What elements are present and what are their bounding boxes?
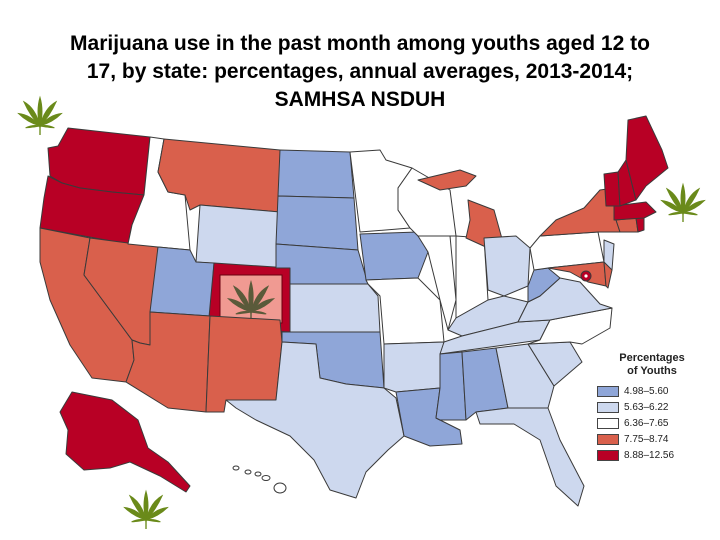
- legend-row: 7.75–8.74: [597, 431, 707, 447]
- legend-row: 8.88–12.56: [597, 447, 707, 463]
- legend: Percentages of Youths 4.98–5.60 5.63–6.22…: [597, 352, 707, 463]
- state-vermont: [603, 171, 621, 207]
- state-wyoming: [195, 204, 281, 269]
- state-alaska: [59, 391, 191, 493]
- dc-marker-center: [584, 274, 588, 278]
- cannabis-leaf-icon: [660, 183, 706, 223]
- legend-swatch: [597, 433, 619, 445]
- state-ohio: [483, 235, 531, 297]
- state-massachusetts: [613, 201, 657, 221]
- legend-label: 5.63–6.22: [624, 401, 669, 413]
- state-maine: [625, 115, 669, 201]
- title-line-2: 17, by state: percentages, annual averag…: [86, 60, 634, 83]
- legend-swatch: [597, 401, 619, 413]
- legend-label: 7.75–8.74: [624, 433, 669, 445]
- legend-title-line-2: of Youths: [627, 365, 677, 377]
- legend-row: 5.63–6.22: [597, 399, 707, 415]
- state-new-mexico: [205, 315, 283, 413]
- state-rhode-island: [635, 217, 645, 233]
- map-title: Marijuana use in the past month among yo…: [20, 30, 700, 114]
- state-iowa: [359, 231, 429, 281]
- state-delaware: [603, 261, 613, 289]
- state-wisconsin: [397, 167, 457, 237]
- legend-label: 6.36–7.65: [624, 417, 669, 429]
- legend-row: 6.36–7.65: [597, 415, 707, 431]
- title-line-1: Marijuana use in the past month among yo…: [70, 32, 650, 55]
- state-kansas: [289, 283, 381, 333]
- legend-title: Percentages of Youths: [597, 352, 707, 378]
- state-south-dakota: [275, 195, 359, 251]
- legend-row: 4.98–5.60: [597, 383, 707, 399]
- state-north-dakota: [277, 149, 355, 199]
- legend-swatch: [597, 417, 619, 429]
- state-georgia: [495, 343, 555, 409]
- legend-swatch: [597, 449, 619, 461]
- legend-title-line-1: Percentages: [619, 352, 685, 364]
- state-florida: [475, 407, 585, 507]
- title-line-3: SAMHSA NSDUH: [274, 88, 446, 111]
- state-nebraska: [275, 243, 369, 285]
- legend-label: 4.98–5.60: [624, 385, 669, 397]
- state-hawaii: [232, 465, 287, 494]
- cannabis-leaf-icon: [17, 96, 63, 136]
- state-arkansas: [383, 341, 445, 393]
- state-texas: [225, 341, 405, 499]
- state-mississippi: [435, 351, 467, 421]
- state-michigan-upper: [417, 169, 477, 191]
- cannabis-leaf-icon: [123, 490, 169, 530]
- legend-label: 8.88–12.56: [624, 449, 675, 461]
- legend-swatch: [597, 385, 619, 397]
- state-maryland: [547, 261, 607, 287]
